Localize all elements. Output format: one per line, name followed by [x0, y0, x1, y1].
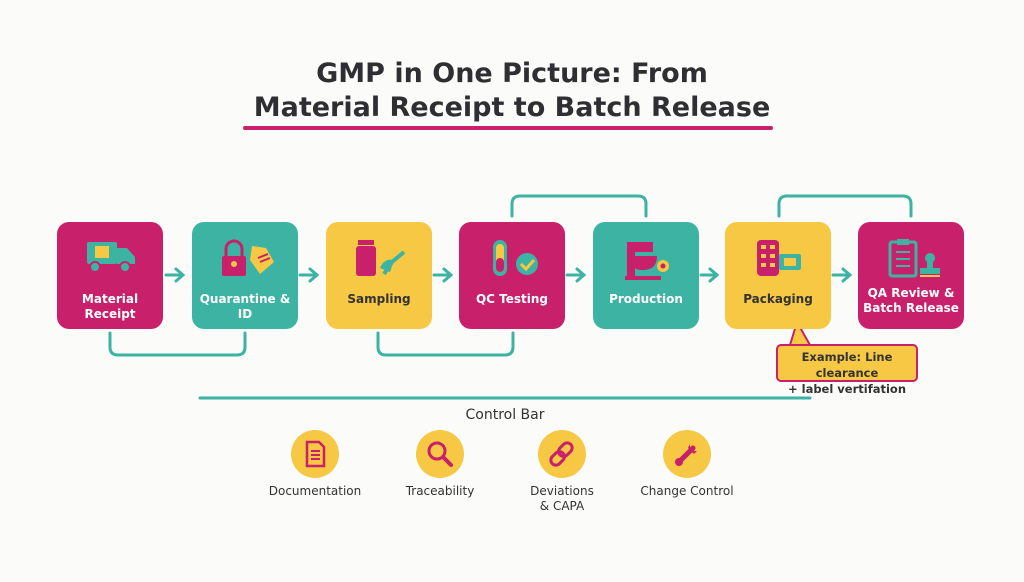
control-bar-title: Control Bar: [465, 407, 545, 423]
control-traceability: Traceability: [375, 430, 505, 499]
step-label: Production: [609, 292, 683, 306]
mixer-icon: [625, 242, 669, 280]
step-label: Sampling: [347, 292, 411, 306]
magnifier-icon: [427, 441, 453, 467]
step-label: Material Receipt: [81, 292, 139, 321]
control-documentation: Documentation: [250, 430, 380, 499]
control-deviations-capa: Deviations & CAPA: [497, 430, 627, 514]
document-icon: [305, 440, 326, 468]
bracket-top-2: [777, 194, 913, 218]
bracket-bottom-2: [376, 331, 515, 357]
step-label: Packaging: [743, 292, 813, 306]
vial-scoop-icon: [356, 240, 406, 276]
test-tube-check-icon: [493, 240, 538, 276]
step-quarantine-id[interactable]: Quarantine & ID: [192, 222, 298, 329]
step-label: QA Review & Batch Release: [863, 286, 959, 315]
truck-icon: [87, 242, 135, 273]
wrench-icon: [675, 444, 697, 466]
step-label: Quarantine & ID: [199, 292, 291, 321]
step-qa-review-batch-release[interactable]: QA Review & Batch Release: [858, 222, 964, 329]
control-change-control: Change Control: [622, 430, 752, 499]
blister-pack-icon: [757, 240, 801, 276]
title-line-1: GMP in One Picture: From: [316, 58, 708, 89]
step-qc-testing[interactable]: QC Testing: [459, 222, 565, 329]
step-label: QC Testing: [475, 292, 549, 306]
title-underline: [243, 126, 773, 130]
chain-link-icon: [549, 441, 574, 467]
step-packaging[interactable]: Packaging: [725, 222, 831, 329]
bracket-bottom-1: [108, 331, 247, 357]
lock-tag-icon: [222, 239, 274, 276]
clipboard-stamp-icon: [888, 239, 940, 278]
bracket-top-1: [510, 194, 648, 218]
step-production[interactable]: Production: [593, 222, 699, 329]
step-material-receipt[interactable]: Material Receipt: [57, 222, 163, 329]
flow-arrows: [164, 267, 853, 283]
callout-example: Example: Line clearance + label vertifati…: [776, 344, 918, 396]
title-line-2: Material Receipt to Batch Release: [253, 92, 771, 123]
step-sampling[interactable]: Sampling: [326, 222, 432, 329]
